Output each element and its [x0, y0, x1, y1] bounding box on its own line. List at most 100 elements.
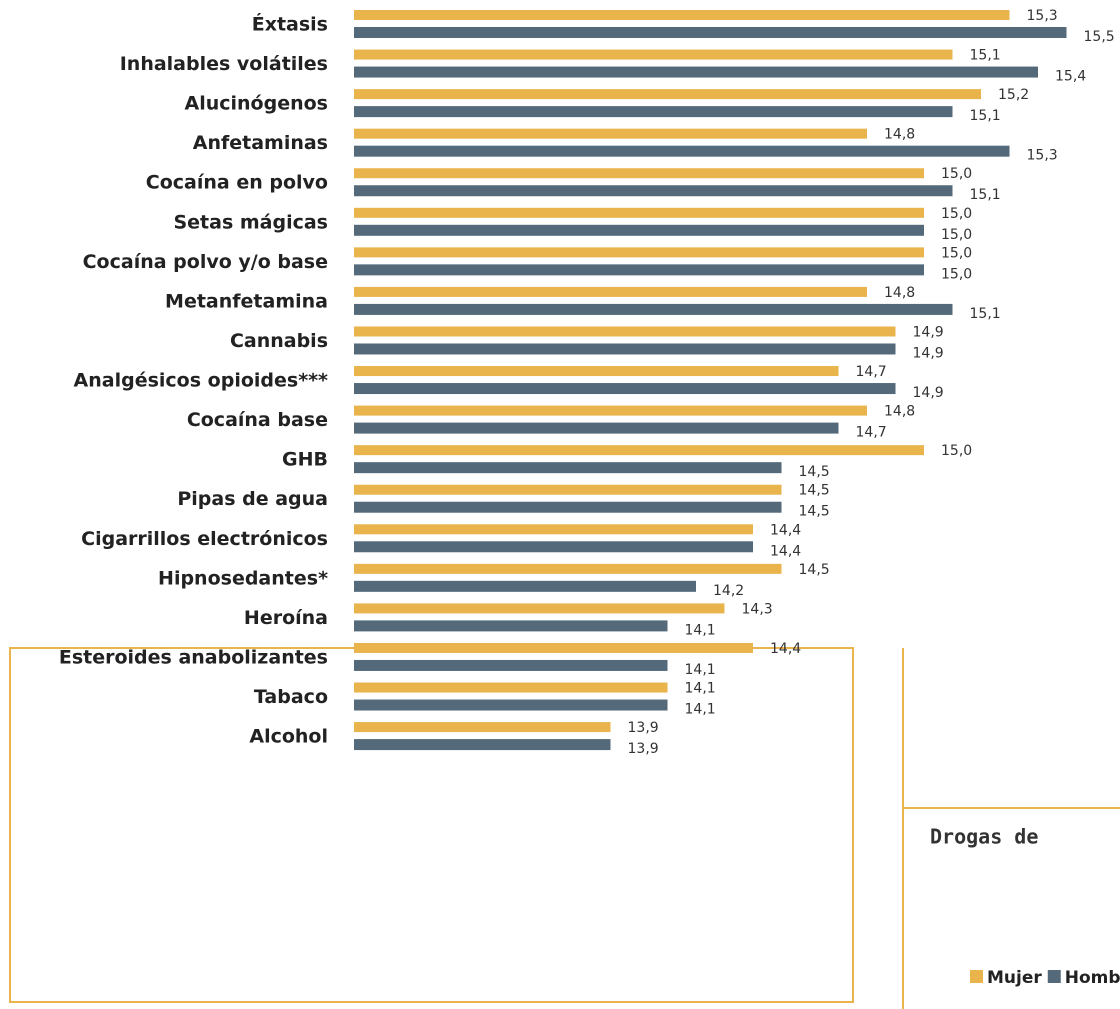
bar — [354, 66, 1038, 78]
value-label: 15,4 — [1055, 69, 1086, 85]
bar — [354, 722, 611, 733]
bar — [354, 49, 953, 60]
category-label: Metanfetamina — [165, 290, 328, 312]
value-label: 14,7 — [856, 425, 887, 441]
bar — [354, 739, 611, 751]
value-label: 14,2 — [713, 583, 744, 599]
value-label: 15,5 — [1084, 29, 1115, 45]
bar — [354, 247, 924, 258]
value-label: 15,0 — [941, 206, 972, 222]
value-label: 15,1 — [970, 108, 1001, 124]
value-label: 14,5 — [799, 504, 830, 520]
value-label: 15,1 — [970, 187, 1001, 203]
bar — [354, 563, 782, 574]
value-label: 13,9 — [628, 720, 659, 736]
value-label: 14,1 — [685, 702, 716, 718]
category-label: Cocaína en polvo — [146, 172, 328, 194]
value-label: 14,4 — [770, 522, 801, 538]
category-label: Inhalables volátiles — [120, 53, 328, 75]
bar — [354, 501, 782, 513]
bar — [354, 128, 867, 139]
bar — [354, 462, 782, 474]
bar — [354, 145, 1010, 157]
bar — [354, 168, 924, 179]
category-label: Anfetaminas — [193, 132, 328, 154]
bar — [354, 405, 867, 416]
value-label: 15,0 — [941, 266, 972, 282]
value-label: 14,4 — [770, 641, 801, 657]
category-label: Cocaína base — [187, 409, 328, 431]
legend-label: Hombre — [1065, 968, 1120, 988]
value-label: 15,3 — [1027, 148, 1058, 164]
value-label: 14,5 — [799, 562, 830, 578]
category-label: GHB — [282, 449, 328, 471]
value-label: 15,0 — [941, 166, 972, 182]
bar — [354, 303, 953, 315]
bar — [354, 603, 725, 614]
bar — [354, 383, 896, 395]
bar — [354, 422, 839, 434]
category-label: Pipas de agua — [177, 488, 328, 510]
value-label: 15,1 — [970, 48, 1001, 64]
bar — [354, 106, 953, 118]
value-label: 14,9 — [913, 385, 944, 401]
value-label: 14,3 — [742, 601, 773, 617]
value-label: 14,1 — [685, 662, 716, 678]
bar — [354, 343, 896, 355]
legend-swatch — [1047, 970, 1061, 983]
bar — [354, 207, 924, 218]
category-label: Cocaína polvo y/o base — [83, 251, 328, 273]
value-label: 15,0 — [941, 443, 972, 459]
bar — [354, 27, 1067, 38]
bar — [354, 224, 924, 236]
value-label: 14,9 — [913, 324, 944, 340]
legend-swatch — [970, 970, 983, 983]
category-label: Cigarrillos electrónicos — [81, 528, 328, 550]
value-label: 14,8 — [884, 404, 915, 420]
value-label: 15,1 — [970, 306, 1001, 322]
panel-title: Drogas de — [930, 825, 1038, 849]
value-label: 14,8 — [884, 127, 915, 143]
bar — [354, 286, 867, 297]
category-label: Alucinógenos — [185, 93, 328, 115]
bar — [354, 366, 839, 377]
value-label: 15,0 — [941, 227, 972, 243]
value-label: 14,4 — [770, 543, 801, 559]
category-label: Esteroides anabolizantes — [59, 646, 328, 668]
category-label: Tabaco — [254, 686, 328, 708]
value-label: 14,1 — [685, 681, 716, 697]
bar — [354, 185, 953, 197]
bar — [354, 524, 753, 535]
category-label: Cannabis — [230, 330, 328, 352]
bar — [354, 264, 924, 276]
bar — [354, 326, 896, 337]
bar — [354, 484, 782, 495]
value-label: 14,7 — [856, 364, 887, 380]
bar — [354, 445, 924, 456]
bar — [354, 89, 981, 100]
bar — [354, 620, 668, 632]
bar — [354, 580, 696, 592]
value-label: 15,2 — [998, 87, 1029, 103]
legend-label: Mujer — [987, 968, 1042, 988]
category-label: Alcohol — [249, 726, 328, 748]
value-label: 14,5 — [799, 464, 830, 480]
value-label: 14,1 — [685, 622, 716, 638]
category-label: Analgésicos opioides*** — [74, 370, 329, 392]
category-label: Setas mágicas — [173, 211, 328, 233]
bar — [354, 659, 668, 671]
category-label: Éxtasis — [252, 13, 328, 36]
bar — [354, 699, 668, 711]
bar — [354, 541, 753, 553]
value-label: 14,8 — [884, 285, 915, 301]
value-label: 15,0 — [941, 245, 972, 261]
category-label: Hipnosedantes* — [158, 567, 328, 589]
bar — [354, 682, 668, 693]
value-label: 14,9 — [913, 345, 944, 361]
category-label: Heroína — [244, 607, 328, 629]
bar — [354, 642, 753, 653]
value-label: 14,5 — [799, 483, 830, 499]
value-label: 15,3 — [1027, 8, 1058, 24]
value-label: 13,9 — [628, 741, 659, 757]
